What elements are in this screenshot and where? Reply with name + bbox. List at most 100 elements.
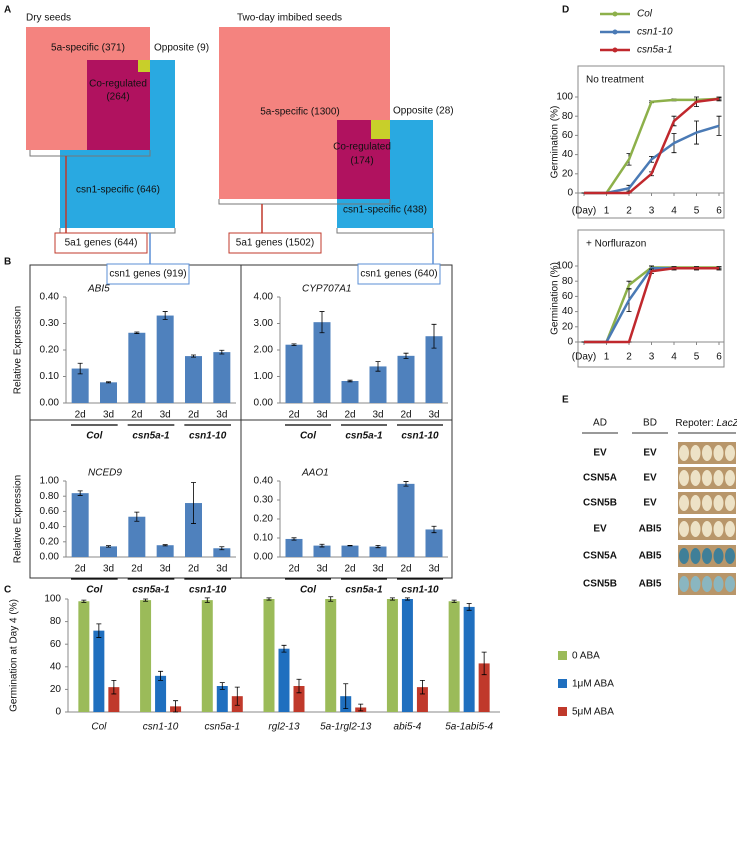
x-tick-label: 1 [604,352,610,363]
line [584,266,719,344]
x-tick-label: 3 [649,352,655,363]
y-tick-label: 0.40 [254,476,274,487]
line [584,124,720,195]
x-tick-label: 4 [671,206,677,217]
bracket [336,228,434,234]
y-axis-label: Relative Expression [13,475,24,563]
row-label: ABI5 [639,579,662,590]
chart-title: AAO1 [301,468,329,479]
y-tick-label: 0 [567,337,573,348]
bar [93,630,105,712]
y-tick-label: 0.00 [40,398,60,409]
set-label: Opposite (28) [393,106,454,117]
bar [341,381,359,403]
bar [263,599,275,712]
colony [725,470,735,486]
y-axis-label: Germination (%) [550,262,561,335]
error-bar [96,623,102,638]
colony [679,445,689,461]
colony [679,521,689,537]
y-tick-label: 80 [562,111,574,122]
colony [702,495,712,511]
x-tick-label: 2d [344,410,355,421]
x-tick-label: 3d [316,410,327,421]
gene-box [54,232,148,254]
error-bar [404,597,410,601]
x-tick-label: 3d [428,410,439,421]
bar [416,687,428,712]
group-label: csn1-10 [189,431,227,442]
group-label: csn1-10 [189,585,227,596]
legend-label: 1μM ABA [572,679,614,690]
y-tick-label: 0.20 [40,536,60,547]
error-bar [158,670,164,681]
row-label: EV [643,448,657,459]
y-tick-label: 0.40 [40,521,60,532]
set-overlap [87,60,150,150]
group-label: csn5a-1 [132,585,170,596]
colony [725,576,735,592]
gene-box [228,232,322,254]
x-tick-label: 3d [216,410,227,421]
y-tick-label: 0.80 [40,491,60,502]
column-header: Repoter: LacZ [675,418,737,429]
error-bar [389,597,395,601]
x-tick-label: 4 [671,352,677,363]
set-label: 5a-specific (371) [51,43,125,54]
y-tick-label: 0 [567,188,573,199]
y-axis-label: Relative Expression [13,306,24,394]
y-tick-label: 2.00 [254,345,274,356]
x-tick-label: 2d [75,410,86,421]
y-tick-label: 100 [556,261,573,272]
bar [71,368,89,403]
bar [140,600,152,712]
x-tick-label: 3d [103,564,114,575]
bar [78,601,90,712]
line [584,97,720,195]
error-bar [481,651,487,676]
panel-label: C [4,585,11,596]
colony [702,521,712,537]
legend-swatch [558,651,567,660]
colony [679,576,689,592]
colony [679,495,689,511]
row-label: EV [593,524,607,535]
group-label: Col [86,431,102,442]
panel-label: B [4,257,11,268]
bar [213,548,231,557]
x-tick-label: 2d [400,564,411,575]
colony [725,445,735,461]
error-bar [358,703,364,712]
y-tick-label: 0 [55,707,61,718]
bar [463,606,475,712]
bar [397,483,415,557]
group-label: Col [86,585,102,596]
legend-marker [612,29,618,35]
set-label: csn1-specific (646) [76,185,160,196]
error-bar [106,381,111,384]
y-tick-label: 80 [562,276,574,287]
error-bar [106,545,111,548]
y-tick-label: 20 [562,321,574,332]
y-tick-label: 0.30 [254,495,274,506]
bar [155,675,167,712]
set-opposite [371,120,390,139]
x-tick-label: 5a-1abi5-4 [445,722,493,733]
y-tick-label: 40 [562,149,574,160]
bar [448,601,460,712]
error-bar [328,596,334,602]
row-label: CSN5B [583,498,617,509]
group-label: csn1-10 [401,585,439,596]
error-bar [343,683,349,710]
error-bar [191,482,196,524]
error-bar [234,686,240,706]
y-tick-label: 3.00 [254,318,274,329]
colony [679,470,689,486]
colony [702,576,712,592]
legend-marker [612,11,618,17]
line [584,97,720,195]
x-tick-label: abi5-4 [394,722,422,733]
bar [278,648,290,712]
x-tick-label: 3d [216,564,227,575]
legend-swatch [558,679,567,688]
